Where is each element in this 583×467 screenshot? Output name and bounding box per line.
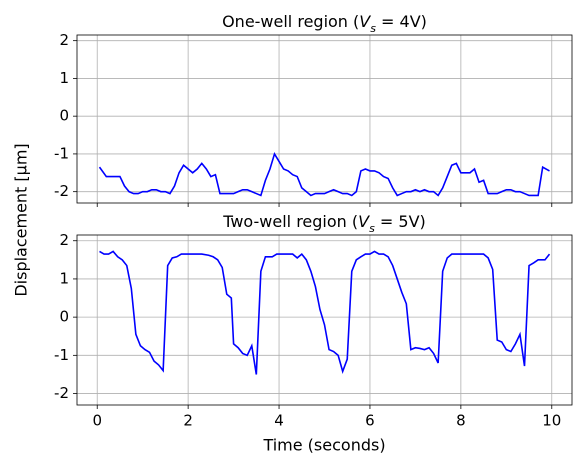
x-axis-label: Time (seconds) bbox=[262, 436, 385, 455]
y-tick-label: -2 bbox=[54, 384, 69, 402]
title-part: s bbox=[370, 22, 376, 35]
y-tick-label: 1 bbox=[59, 269, 69, 287]
title-part: Two-well region ( bbox=[222, 212, 358, 231]
x-tick-label: 0 bbox=[92, 412, 102, 430]
data-line bbox=[98, 151, 550, 197]
y-tick-label: 0 bbox=[59, 107, 69, 125]
y-tick-label: -1 bbox=[54, 144, 69, 162]
title-part: One-well region ( bbox=[222, 12, 359, 31]
x-tick-label: 10 bbox=[542, 412, 561, 430]
y-tick-label: 0 bbox=[59, 308, 69, 326]
y-tick-label: -2 bbox=[54, 182, 69, 200]
title-part: = 5V) bbox=[375, 212, 426, 231]
y-axis-label: Displacement [µm] bbox=[12, 143, 31, 296]
y-tick-label: -1 bbox=[54, 346, 69, 364]
title-part: s bbox=[369, 222, 375, 235]
axes-frame bbox=[76, 34, 573, 204]
data-line bbox=[99, 250, 551, 375]
x-tick-label: 2 bbox=[183, 412, 193, 430]
chart-title: One-well region (Vs = 4V) bbox=[222, 12, 427, 35]
x-tick-label: 6 bbox=[365, 412, 375, 430]
y-tick-label: 2 bbox=[59, 231, 69, 249]
title-part: = 4V) bbox=[376, 12, 427, 31]
x-tick-label: 8 bbox=[456, 412, 466, 430]
y-tick-label: 1 bbox=[59, 69, 69, 87]
x-tick-label: 4 bbox=[274, 412, 284, 430]
y-tick-label: 2 bbox=[59, 31, 69, 49]
axes-frame bbox=[76, 234, 573, 406]
title-part: V bbox=[358, 212, 370, 231]
chart-title: Two-well region (Vs = 5V) bbox=[222, 212, 426, 235]
title-part: V bbox=[359, 12, 371, 31]
